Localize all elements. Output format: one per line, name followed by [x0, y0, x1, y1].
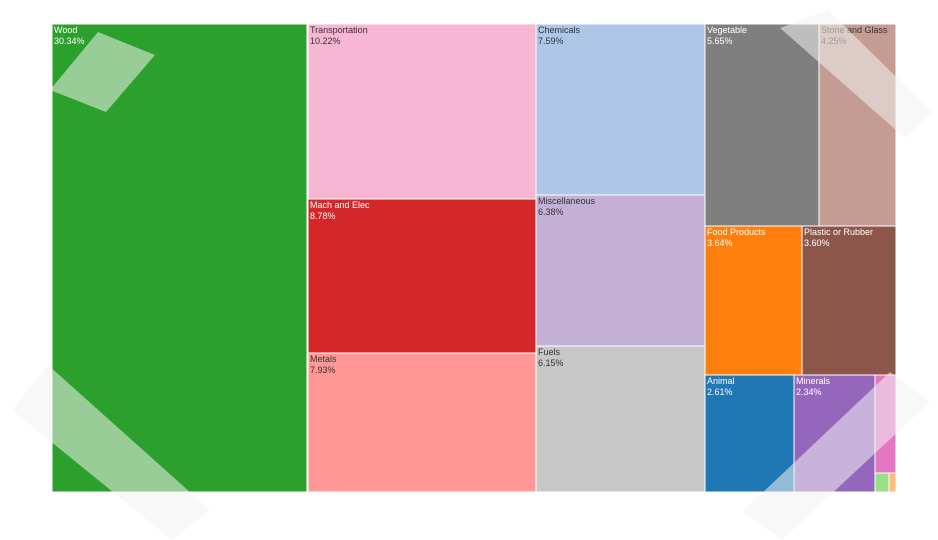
- tape-mark: [780, 10, 932, 138]
- tile-label-wood: Wood: [54, 25, 77, 35]
- tape-mark: [12, 365, 210, 540]
- tile-value-vegetable: 5.65%: [707, 36, 733, 46]
- tile-metals[interactable]: [307, 352, 537, 493]
- tile-label-food-products: Food Products: [707, 227, 766, 237]
- tile-value-chemicals: 7.59%: [538, 36, 564, 46]
- tile-label-fuels: Fuels: [538, 347, 561, 357]
- tile-label-stone-and-glass: Stone and Glass: [821, 25, 888, 35]
- tile-value-minerals: 2.34%: [796, 387, 822, 397]
- tile-mach-and-elec[interactable]: [307, 198, 537, 354]
- tile-value-animal: 2.61%: [707, 387, 733, 397]
- tape-mark: [742, 372, 930, 540]
- tile-label-animal: Animal: [707, 376, 735, 386]
- tile-tile-14[interactable]: [874, 472, 890, 493]
- tile-transportation[interactable]: [307, 23, 537, 200]
- tile-label-transportation: Transportation: [310, 25, 368, 35]
- tile-value-metals: 7.93%: [310, 365, 336, 375]
- tile-value-mach-and-elec: 8.78%: [310, 211, 336, 221]
- tile-value-transportation: 10.22%: [310, 36, 341, 46]
- tile-value-miscellaneous: 6.38%: [538, 207, 564, 217]
- tile-label-chemicals: Chemicals: [538, 25, 581, 35]
- tile-label-plastic-or-rubber: Plastic or Rubber: [804, 227, 873, 237]
- tile-label-metals: Metals: [310, 354, 337, 364]
- tile-animal[interactable]: [704, 374, 795, 493]
- tile-value-wood: 30.34%: [54, 36, 85, 46]
- tile-label-vegetable: Vegetable: [707, 25, 747, 35]
- tile-chemicals[interactable]: [535, 23, 706, 196]
- tape-watermarks: [12, 10, 932, 540]
- tile-tile-15[interactable]: [888, 472, 897, 493]
- tile-label-mach-and-elec: Mach and Elec: [310, 200, 370, 210]
- tile-value-plastic-or-rubber: 3.60%: [804, 238, 830, 248]
- tile-food-products[interactable]: [704, 225, 803, 376]
- tile-label-minerals: Minerals: [796, 376, 831, 386]
- tile-vegetable[interactable]: [704, 23, 820, 227]
- tile-value-fuels: 6.15%: [538, 358, 564, 368]
- tape-mark: [50, 32, 155, 112]
- tile-fuels[interactable]: [535, 345, 706, 493]
- tile-miscellaneous[interactable]: [535, 194, 706, 347]
- tile-value-food-products: 3.64%: [707, 238, 733, 248]
- tile-label-miscellaneous: Miscellaneous: [538, 196, 596, 206]
- tile-plastic-or-rubber[interactable]: [801, 225, 897, 376]
